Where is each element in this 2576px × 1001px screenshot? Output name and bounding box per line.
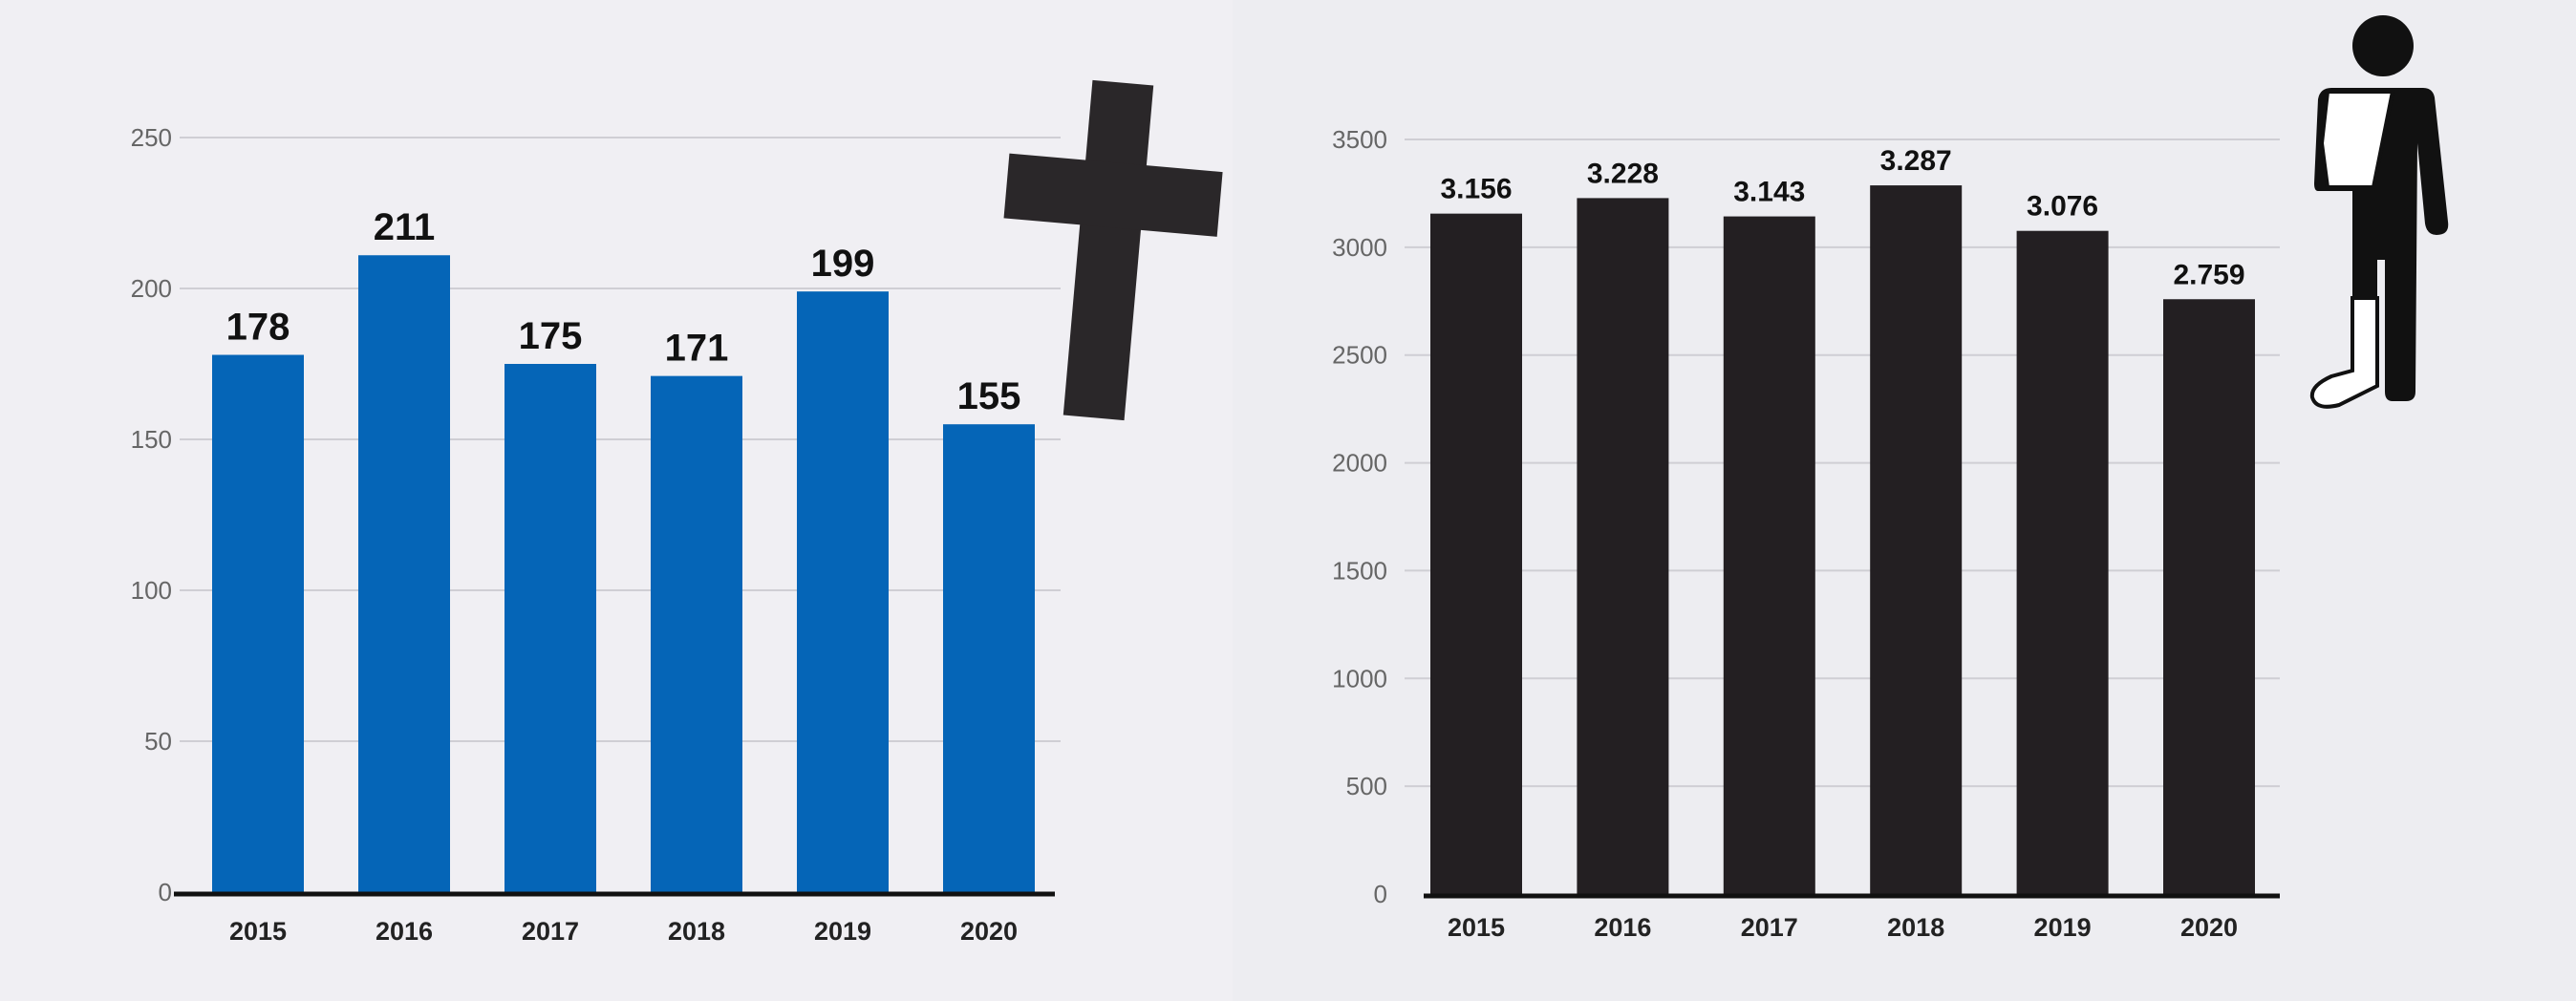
x-tick-label: 2019 <box>814 917 871 946</box>
y-tick-label: 500 <box>1346 772 1387 800</box>
injured-person-icon <box>2309 15 2449 409</box>
y-tick-label: 100 <box>131 576 172 605</box>
y-tick-label: 250 <box>131 123 172 152</box>
bar <box>1723 216 1815 894</box>
x-tick-label: 2017 <box>1741 913 1798 942</box>
value-label: 175 <box>519 315 583 357</box>
value-label: 3.287 <box>1880 145 1952 177</box>
x-tick-label: 2015 <box>229 917 287 946</box>
y-tick-label: 0 <box>1374 880 1387 908</box>
y-tick-label: 200 <box>131 274 172 303</box>
value-label: 178 <box>226 307 290 349</box>
y-tick-label: 50 <box>144 727 172 756</box>
x-tick-label: 2017 <box>522 917 579 946</box>
y-tick-label: 3000 <box>1332 233 1387 262</box>
x-tick-label: 2015 <box>1448 913 1505 942</box>
y-tick-label: 3500 <box>1332 125 1387 154</box>
bar <box>943 424 1035 892</box>
injuries-bar-chart: 0 500 1000 1500 2000 2500 3000 3500 3.156 2015 3.2… <box>1332 125 2280 942</box>
y-tick-label: 150 <box>131 425 172 454</box>
bar <box>651 375 742 892</box>
value-label: 3.076 <box>2027 191 2098 223</box>
value-label: 155 <box>957 375 1021 417</box>
bar <box>2163 299 2255 894</box>
value-label: 211 <box>374 206 436 248</box>
cross-icon <box>1003 79 1223 421</box>
x-tick-label: 2016 <box>1594 913 1651 942</box>
bar <box>1430 213 1522 894</box>
bar <box>212 354 304 892</box>
x-tick-label: 2020 <box>2180 913 2238 942</box>
bar <box>1577 198 1669 894</box>
x-tick-label: 2020 <box>960 917 1018 946</box>
y-tick-label: 2500 <box>1332 341 1387 370</box>
x-tick-label: 2018 <box>1887 913 1944 942</box>
bar <box>504 364 596 892</box>
value-label: 3.228 <box>1587 158 1659 189</box>
y-tick-label: 1000 <box>1332 664 1387 692</box>
bar <box>2016 230 2109 894</box>
x-tick-label: 2016 <box>376 917 433 946</box>
value-label: 171 <box>665 328 729 370</box>
deaths-bar-chart: 0 50 100 150 200 250 178 2015 211 2016 175 2017 171 2… <box>131 123 1061 946</box>
value-label: 3.143 <box>1733 177 1805 208</box>
x-tick-label: 2018 <box>668 917 725 946</box>
x-tick-label: 2019 <box>2034 913 2092 942</box>
value-label: 3.156 <box>1440 174 1512 205</box>
y-tick-label: 2000 <box>1332 449 1387 478</box>
y-tick-label: 0 <box>159 878 172 906</box>
bar <box>797 291 889 892</box>
value-label: 199 <box>811 243 875 285</box>
value-label: 2.759 <box>2173 259 2244 290</box>
y-tick-label: 1500 <box>1332 556 1387 585</box>
bar <box>358 255 450 892</box>
bar <box>1870 185 1963 894</box>
